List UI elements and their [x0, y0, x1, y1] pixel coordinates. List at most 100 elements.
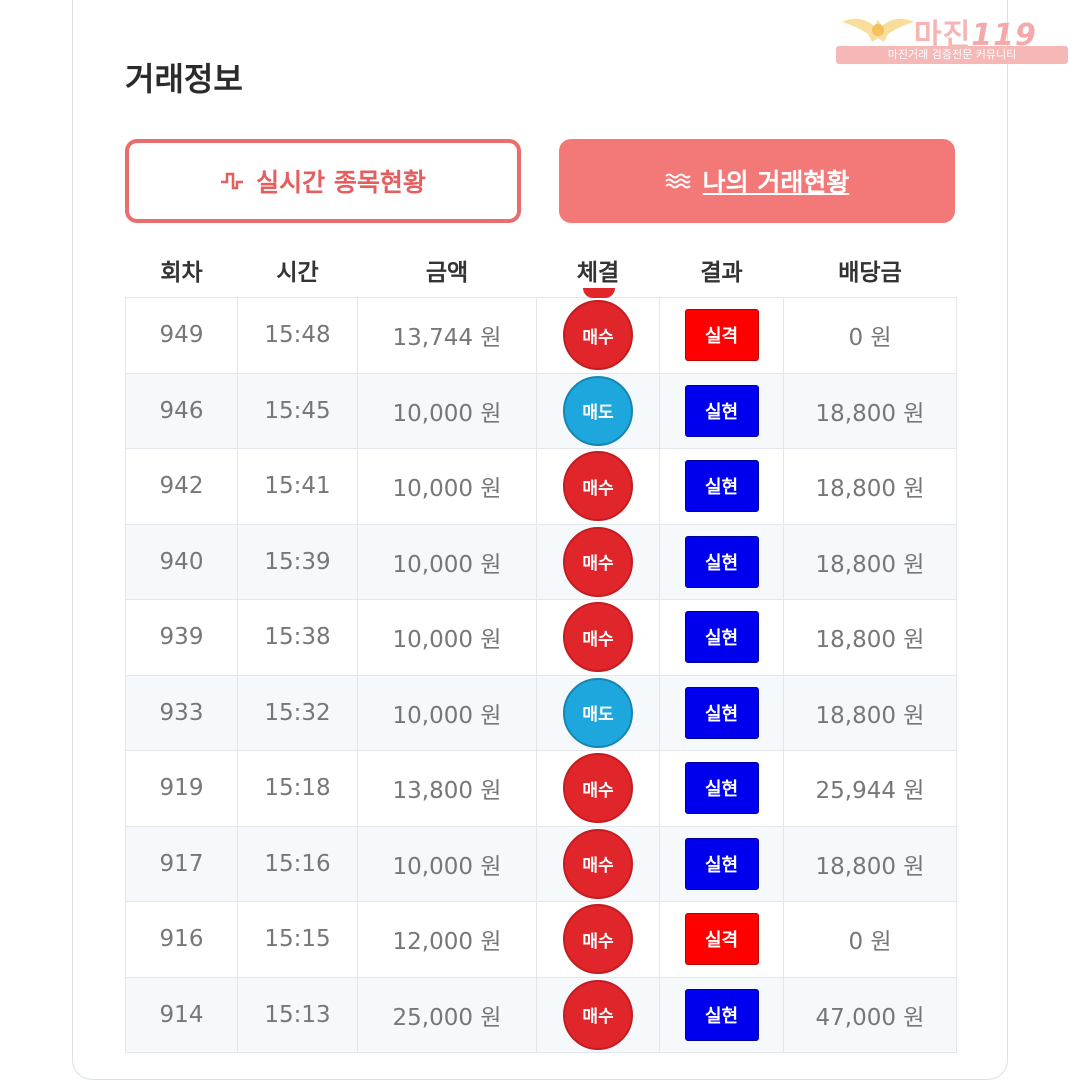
table-row: 946 15:45 10,000 원 매도 실현 18,800 원 — [125, 372, 957, 449]
amount-cell: 10,000 원 — [357, 674, 537, 751]
pulse-icon — [221, 172, 244, 190]
time-cell: 15:16 — [237, 825, 358, 902]
result-badge: 실현 — [684, 460, 759, 513]
result-badge: 실현 — [684, 384, 759, 437]
result-badge: 실현 — [684, 762, 759, 815]
live-status-label: 실시간 종목현황 — [256, 168, 426, 197]
result-badge: 실현 — [684, 988, 759, 1041]
round-cell: 914 — [125, 976, 238, 1053]
payout-cell: 18,800 원 — [783, 372, 957, 449]
execution-cell: 매수 — [536, 599, 660, 676]
live-status-tab[interactable]: 실시간 종목현황 — [125, 139, 521, 223]
table-row: 939 15:38 10,000 원 매수 실현 18,800 원 — [125, 599, 957, 676]
result-cell: 실현 — [659, 674, 784, 751]
execution-badge: 매도 — [563, 375, 633, 446]
time-cell: 15:13 — [237, 976, 358, 1053]
round-cell: 942 — [125, 448, 238, 525]
header-execution: 체결 — [576, 260, 620, 286]
section-title: 거래정보 — [125, 60, 243, 98]
payout-cell: 18,800 원 — [783, 448, 957, 525]
trade-table: 회차 시간 금액 체결 결과 배당금 949 15:48 13,744 원 매수 실격 0… — [125, 243, 957, 1053]
table-row: 942 15:41 10,000 원 매수 실현 18,800 원 — [125, 448, 957, 525]
execution-badge: 매수 — [563, 753, 633, 824]
result-badge: 실현 — [684, 686, 759, 739]
execution-cell: 매수 — [536, 901, 660, 978]
amount-cell: 13,800 원 — [357, 750, 537, 827]
payout-cell: 0 원 — [783, 901, 957, 978]
header-amount: 금액 — [425, 260, 469, 286]
round-cell: 946 — [125, 372, 238, 449]
payout-cell: 18,800 원 — [783, 523, 957, 600]
round-cell: 940 — [125, 523, 238, 600]
execution-cell: 매수 — [536, 825, 660, 902]
payout-cell: 18,800 원 — [783, 674, 957, 751]
header-time: 시간 — [276, 260, 319, 286]
execution-cell: 매수 — [536, 297, 660, 374]
execution-cell: 매수 — [536, 523, 660, 600]
table-row: 917 15:16 10,000 원 매수 실현 18,800 원 — [125, 825, 957, 902]
round-cell: 919 — [125, 750, 238, 827]
time-cell: 15:39 — [237, 523, 358, 600]
header-payout: 배당금 — [838, 260, 902, 286]
round-cell: 917 — [125, 825, 238, 902]
result-cell: 실현 — [659, 599, 784, 676]
result-cell: 실현 — [659, 825, 784, 902]
scrolled-row-edge — [583, 288, 615, 298]
execution-badge: 매수 — [563, 602, 633, 673]
execution-badge: 매수 — [563, 526, 633, 597]
my-trades-tab[interactable]: 나의 거래현황 — [559, 139, 955, 223]
time-cell: 15:15 — [237, 901, 358, 978]
table-row: 919 15:18 13,800 원 매수 실현 25,944 원 — [125, 750, 957, 827]
result-cell: 실현 — [659, 976, 784, 1053]
execution-cell: 매수 — [536, 976, 660, 1053]
table-row: 933 15:32 10,000 원 매도 실현 18,800 원 — [125, 674, 957, 751]
result-badge: 실격 — [684, 309, 759, 362]
header-round: 회차 — [160, 260, 203, 286]
result-cell: 실현 — [659, 523, 784, 600]
round-cell: 949 — [125, 297, 238, 374]
result-cell: 실현 — [659, 448, 784, 525]
result-badge: 실현 — [684, 535, 759, 588]
round-cell: 933 — [125, 674, 238, 751]
execution-cell: 매도 — [536, 372, 660, 449]
table-row: 949 15:48 13,744 원 매수 실격 0 원 — [125, 297, 957, 374]
header-result: 결과 — [700, 260, 743, 286]
time-cell: 15:48 — [237, 297, 358, 374]
result-badge: 실격 — [684, 913, 759, 966]
result-cell: 실현 — [659, 750, 784, 827]
table-row: 914 15:13 25,000 원 매수 실현 47,000 원 — [125, 976, 957, 1053]
execution-badge: 매수 — [563, 904, 633, 975]
execution-badge: 매수 — [563, 300, 633, 371]
payout-cell: 18,800 원 — [783, 599, 957, 676]
result-cell: 실현 — [659, 372, 784, 449]
table-row: 940 15:39 10,000 원 매수 실현 18,800 원 — [125, 523, 957, 600]
result-cell: 실격 — [659, 901, 784, 978]
amount-cell: 10,000 원 — [357, 599, 537, 676]
round-cell: 939 — [125, 599, 238, 676]
payout-cell: 18,800 원 — [783, 825, 957, 902]
amount-cell: 10,000 원 — [357, 372, 537, 449]
time-cell: 15:41 — [237, 448, 358, 525]
eagle-emblem-icon — [842, 18, 914, 42]
amount-cell: 10,000 원 — [357, 448, 537, 525]
table-header-row: 회차 시간 금액 체결 결과 배당금 — [126, 243, 957, 298]
result-badge: 실현 — [684, 837, 759, 890]
time-cell: 15:18 — [237, 750, 358, 827]
execution-badge: 매수 — [563, 979, 633, 1050]
execution-badge: 매수 — [563, 451, 633, 522]
time-cell: 15:45 — [237, 372, 358, 449]
amount-cell: 12,000 원 — [357, 901, 537, 978]
execution-badge: 매도 — [563, 677, 633, 748]
execution-cell: 매수 — [536, 448, 660, 525]
execution-badge: 매수 — [563, 828, 633, 899]
time-cell: 15:38 — [237, 599, 358, 676]
execution-cell: 매수 — [536, 750, 660, 827]
execution-cell: 매도 — [536, 674, 660, 751]
watermark-logo: 마진119 마진거래 검증전문 커뮤니티 — [836, 8, 1068, 64]
amount-cell: 13,744 원 — [357, 297, 537, 374]
round-cell: 916 — [125, 901, 238, 978]
amount-cell: 10,000 원 — [357, 523, 537, 600]
payout-cell: 0 원 — [783, 297, 957, 374]
amount-cell: 10,000 원 — [357, 825, 537, 902]
